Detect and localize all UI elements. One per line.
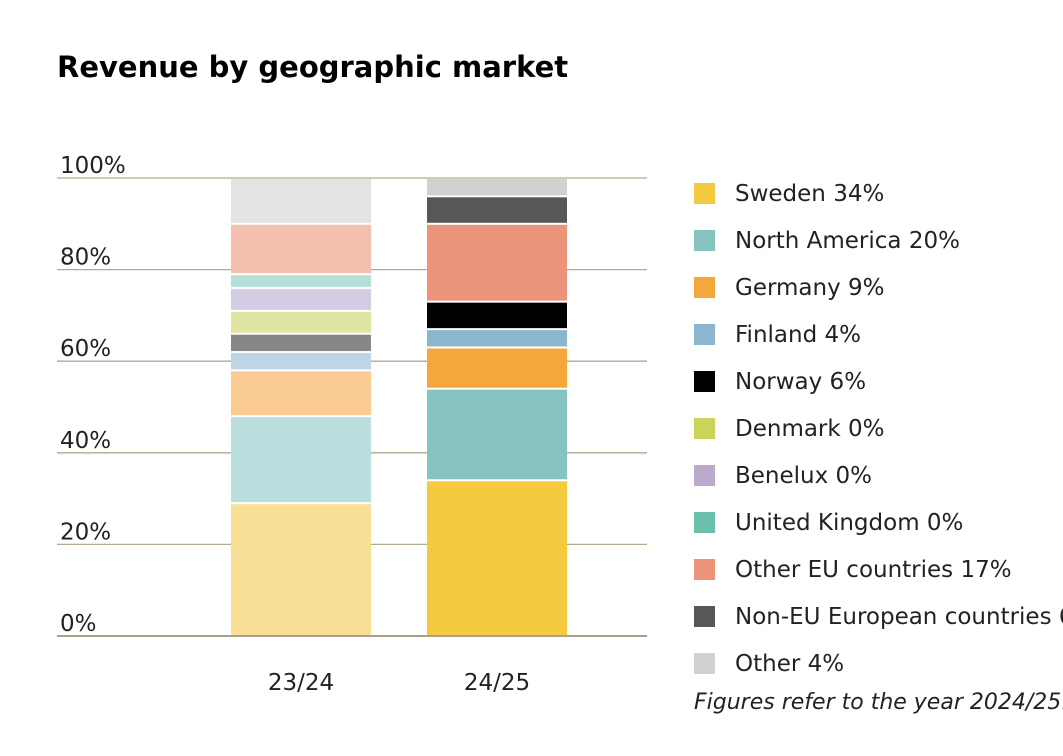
legend-swatch xyxy=(694,324,715,345)
legend-swatch xyxy=(694,653,715,674)
bar-segment-24-25 xyxy=(427,224,567,301)
bar-segment-23-24 xyxy=(231,504,371,635)
bar-segment-23-24 xyxy=(231,224,371,274)
footnote: Figures refer to the year 2024/25. xyxy=(694,690,1063,715)
legend-swatch xyxy=(694,277,715,298)
bar-segment-24-25 xyxy=(427,197,567,223)
bar-segment-23-24 xyxy=(231,334,371,352)
legend-label: Other EU countries 17% xyxy=(735,556,1012,583)
bar-segment-23-24 xyxy=(231,417,371,503)
legend-item: North America 20% xyxy=(694,217,1063,264)
bar-segment-24-25 xyxy=(427,302,567,329)
stacked-bar-chart: 0% 20% 40% 60% 80% 100% 23/24 24/25 xyxy=(57,153,647,696)
y-tick-label: 60% xyxy=(60,336,111,362)
legend-label: Norway 6% xyxy=(735,368,867,395)
legend-swatch xyxy=(694,183,715,204)
y-tick-label: 20% xyxy=(60,519,111,545)
y-tick-label: 0% xyxy=(60,611,97,637)
legend-swatch xyxy=(694,465,715,486)
legend-label: North America 20% xyxy=(735,227,960,254)
bar-segment-24-25 xyxy=(427,481,567,635)
legend-item: Other EU countries 17% xyxy=(694,546,1063,593)
legend-swatch xyxy=(694,512,715,533)
legend-item: United Kingdom 0% xyxy=(694,499,1063,546)
legend-label: Denmark 0% xyxy=(735,415,885,442)
y-tick-label: 100% xyxy=(60,153,126,179)
bar-segment-23-24 xyxy=(231,353,371,370)
bar-segment-23-24 xyxy=(231,311,371,333)
chart-title: Revenue by geographic market xyxy=(57,50,569,84)
legend-item: Germany 9% xyxy=(694,264,1063,311)
legend-label: Finland 4% xyxy=(735,321,861,348)
legend-item: Finland 4% xyxy=(694,311,1063,358)
bar-segment-24-25 xyxy=(427,179,567,196)
bar-segment-23-24 xyxy=(231,371,371,416)
bar-segment-24-25 xyxy=(427,389,567,480)
legend-item: Non-EU European countries 6% xyxy=(694,593,1063,640)
y-tick-label: 40% xyxy=(60,428,111,454)
x-tick-label: 23/24 xyxy=(268,670,334,696)
legend-item: Benelux 0% xyxy=(694,452,1063,499)
bar-segment-23-24 xyxy=(231,179,371,223)
legend-label: Other 4% xyxy=(735,650,845,677)
legend-swatch xyxy=(694,606,715,627)
bar-segment-24-25 xyxy=(427,348,567,388)
bar-segment-23-24 xyxy=(231,288,371,310)
bar-segment-24-25 xyxy=(427,330,567,347)
x-tick-label: 24/25 xyxy=(464,670,530,696)
bar-segment-23-24 xyxy=(231,275,371,287)
legend-item: Other 4% xyxy=(694,640,1063,687)
legend-label: Non-EU European countries 6% xyxy=(735,603,1063,630)
legend-swatch xyxy=(694,418,715,439)
legend-swatch xyxy=(694,371,715,392)
legend-swatch xyxy=(694,230,715,251)
y-tick-label: 80% xyxy=(60,245,111,271)
legend-item: Norway 6% xyxy=(694,358,1063,405)
legend-item: Sweden 34% xyxy=(694,170,1063,217)
legend-label: Sweden 34% xyxy=(735,180,885,207)
legend-label: Benelux 0% xyxy=(735,462,873,489)
legend-item: Denmark 0% xyxy=(694,405,1063,452)
legend-swatch xyxy=(694,559,715,580)
legend: Sweden 34% North America 20% Germany 9% Fin… xyxy=(694,170,1063,687)
legend-label: Germany 9% xyxy=(735,274,885,301)
legend-label: United Kingdom 0% xyxy=(735,509,964,536)
